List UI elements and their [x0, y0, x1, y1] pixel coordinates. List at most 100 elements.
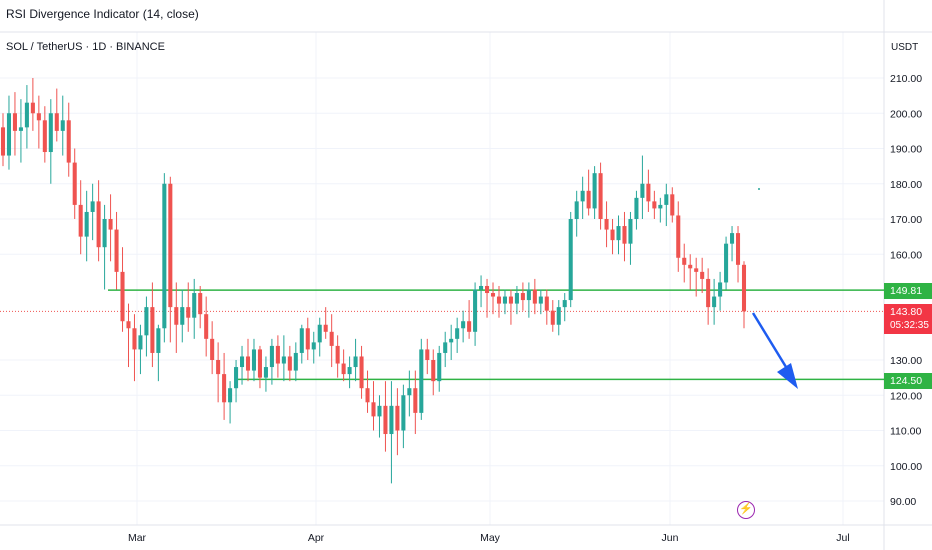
candle-body[interactable] — [240, 356, 245, 368]
candle-body[interactable] — [251, 349, 257, 371]
candle-body[interactable] — [311, 342, 316, 350]
candle-body[interactable] — [341, 363, 346, 375]
candle-body[interactable] — [335, 345, 340, 364]
candle-body[interactable] — [634, 197, 639, 219]
candle-body[interactable] — [66, 120, 71, 163]
candle-body[interactable] — [371, 402, 376, 417]
candle-body[interactable] — [156, 328, 161, 353]
candle-body[interactable] — [467, 321, 472, 332]
candle-body[interactable] — [42, 120, 47, 153]
candle-body[interactable] — [186, 307, 191, 318]
candle-body[interactable] — [413, 388, 418, 413]
candle-body[interactable] — [688, 264, 693, 269]
price-currency-label[interactable]: USDT — [891, 42, 919, 53]
candle-body[interactable] — [287, 356, 292, 371]
candle-body[interactable] — [694, 268, 699, 272]
candle-body[interactable] — [556, 307, 561, 325]
candle-body[interactable] — [616, 226, 621, 241]
candle-body[interactable] — [461, 321, 466, 329]
candle-body[interactable] — [162, 183, 167, 329]
candle-body[interactable] — [550, 310, 555, 325]
candle-body[interactable] — [275, 345, 280, 364]
indicator-title[interactable]: RSI Divergence Indicator (14, close) — [6, 7, 199, 21]
candle-body[interactable] — [168, 183, 173, 308]
candle-body[interactable] — [198, 293, 203, 315]
candle-body[interactable] — [269, 345, 274, 368]
candle-body[interactable] — [12, 113, 17, 131]
candle-body[interactable] — [407, 388, 412, 396]
candle-body[interactable] — [114, 229, 119, 272]
candle-body[interactable] — [455, 328, 460, 339]
candle-body[interactable] — [658, 204, 663, 209]
candle-body[interactable] — [30, 102, 35, 114]
candle-body[interactable] — [718, 282, 723, 297]
candle-body[interactable] — [90, 201, 95, 212]
candle-body[interactable] — [741, 264, 747, 312]
candle-body[interactable] — [263, 367, 268, 378]
candle-body[interactable] — [192, 293, 197, 318]
candle-body[interactable] — [317, 324, 322, 343]
candle-body[interactable] — [257, 349, 262, 378]
candle-body[interactable] — [216, 360, 221, 375]
symbol-title[interactable]: SOL / TetherUS · 1D · BINANCE — [6, 41, 165, 53]
candle-body[interactable] — [473, 289, 478, 332]
candle-body[interactable] — [628, 219, 633, 244]
candle-body[interactable] — [126, 321, 131, 329]
candle-body[interactable] — [6, 113, 12, 156]
candle-body[interactable] — [449, 338, 454, 343]
candle-body[interactable] — [437, 352, 442, 382]
candle-body[interactable] — [120, 271, 125, 322]
candle-body[interactable] — [568, 219, 573, 301]
candle-body[interactable] — [281, 356, 286, 364]
candle-body[interactable] — [622, 226, 627, 244]
candle-body[interactable] — [682, 257, 687, 265]
candle-body[interactable] — [48, 113, 53, 153]
lightning-bolt-icon[interactable]: ⚡ — [737, 501, 755, 519]
candle-body[interactable] — [598, 173, 603, 219]
candle-body[interactable] — [640, 183, 645, 198]
candle-body[interactable] — [514, 293, 519, 304]
candle-body[interactable] — [401, 395, 406, 431]
candle-body[interactable] — [700, 271, 705, 279]
candle-body[interactable] — [293, 352, 298, 371]
candle-body[interactable] — [204, 314, 209, 339]
candle-body[interactable] — [359, 356, 364, 389]
candle-body[interactable] — [72, 162, 77, 205]
candle-body[interactable] — [485, 285, 490, 294]
candle-body[interactable] — [347, 367, 352, 375]
candle-body[interactable] — [712, 296, 717, 308]
candle-body[interactable] — [425, 349, 430, 360]
candle-body[interactable] — [544, 296, 549, 311]
candle-body[interactable] — [490, 293, 496, 297]
candle-body[interactable] — [234, 367, 239, 389]
candle-body[interactable] — [144, 307, 149, 336]
candle-body[interactable] — [670, 194, 675, 216]
candle-body[interactable] — [395, 405, 400, 431]
candle-body[interactable] — [78, 204, 83, 237]
candle-body[interactable] — [676, 215, 681, 258]
candle-body[interactable] — [580, 190, 585, 202]
candle-body[interactable] — [646, 183, 651, 202]
candle-body[interactable] — [610, 229, 615, 241]
candle-body[interactable] — [180, 307, 185, 325]
candle-body[interactable] — [353, 356, 358, 368]
candle-body[interactable] — [526, 289, 531, 301]
candle-body[interactable] — [508, 296, 513, 304]
candle-body[interactable] — [592, 173, 597, 209]
candle-body[interactable] — [36, 113, 41, 121]
candle-body[interactable] — [479, 285, 484, 290]
candle-body[interactable] — [389, 405, 394, 435]
candle-body[interactable] — [329, 331, 334, 346]
candle-body[interactable] — [222, 374, 227, 403]
arrow-shaft[interactable] — [751, 312, 788, 368]
candle-body[interactable] — [431, 360, 436, 382]
candle-body[interactable] — [562, 300, 567, 308]
candle-body[interactable] — [323, 324, 328, 332]
candle-body[interactable] — [520, 293, 525, 301]
candle-body[interactable] — [652, 201, 657, 209]
candle-body[interactable] — [0, 127, 6, 156]
candle-body[interactable] — [132, 328, 137, 350]
candle-body[interactable] — [84, 211, 89, 237]
